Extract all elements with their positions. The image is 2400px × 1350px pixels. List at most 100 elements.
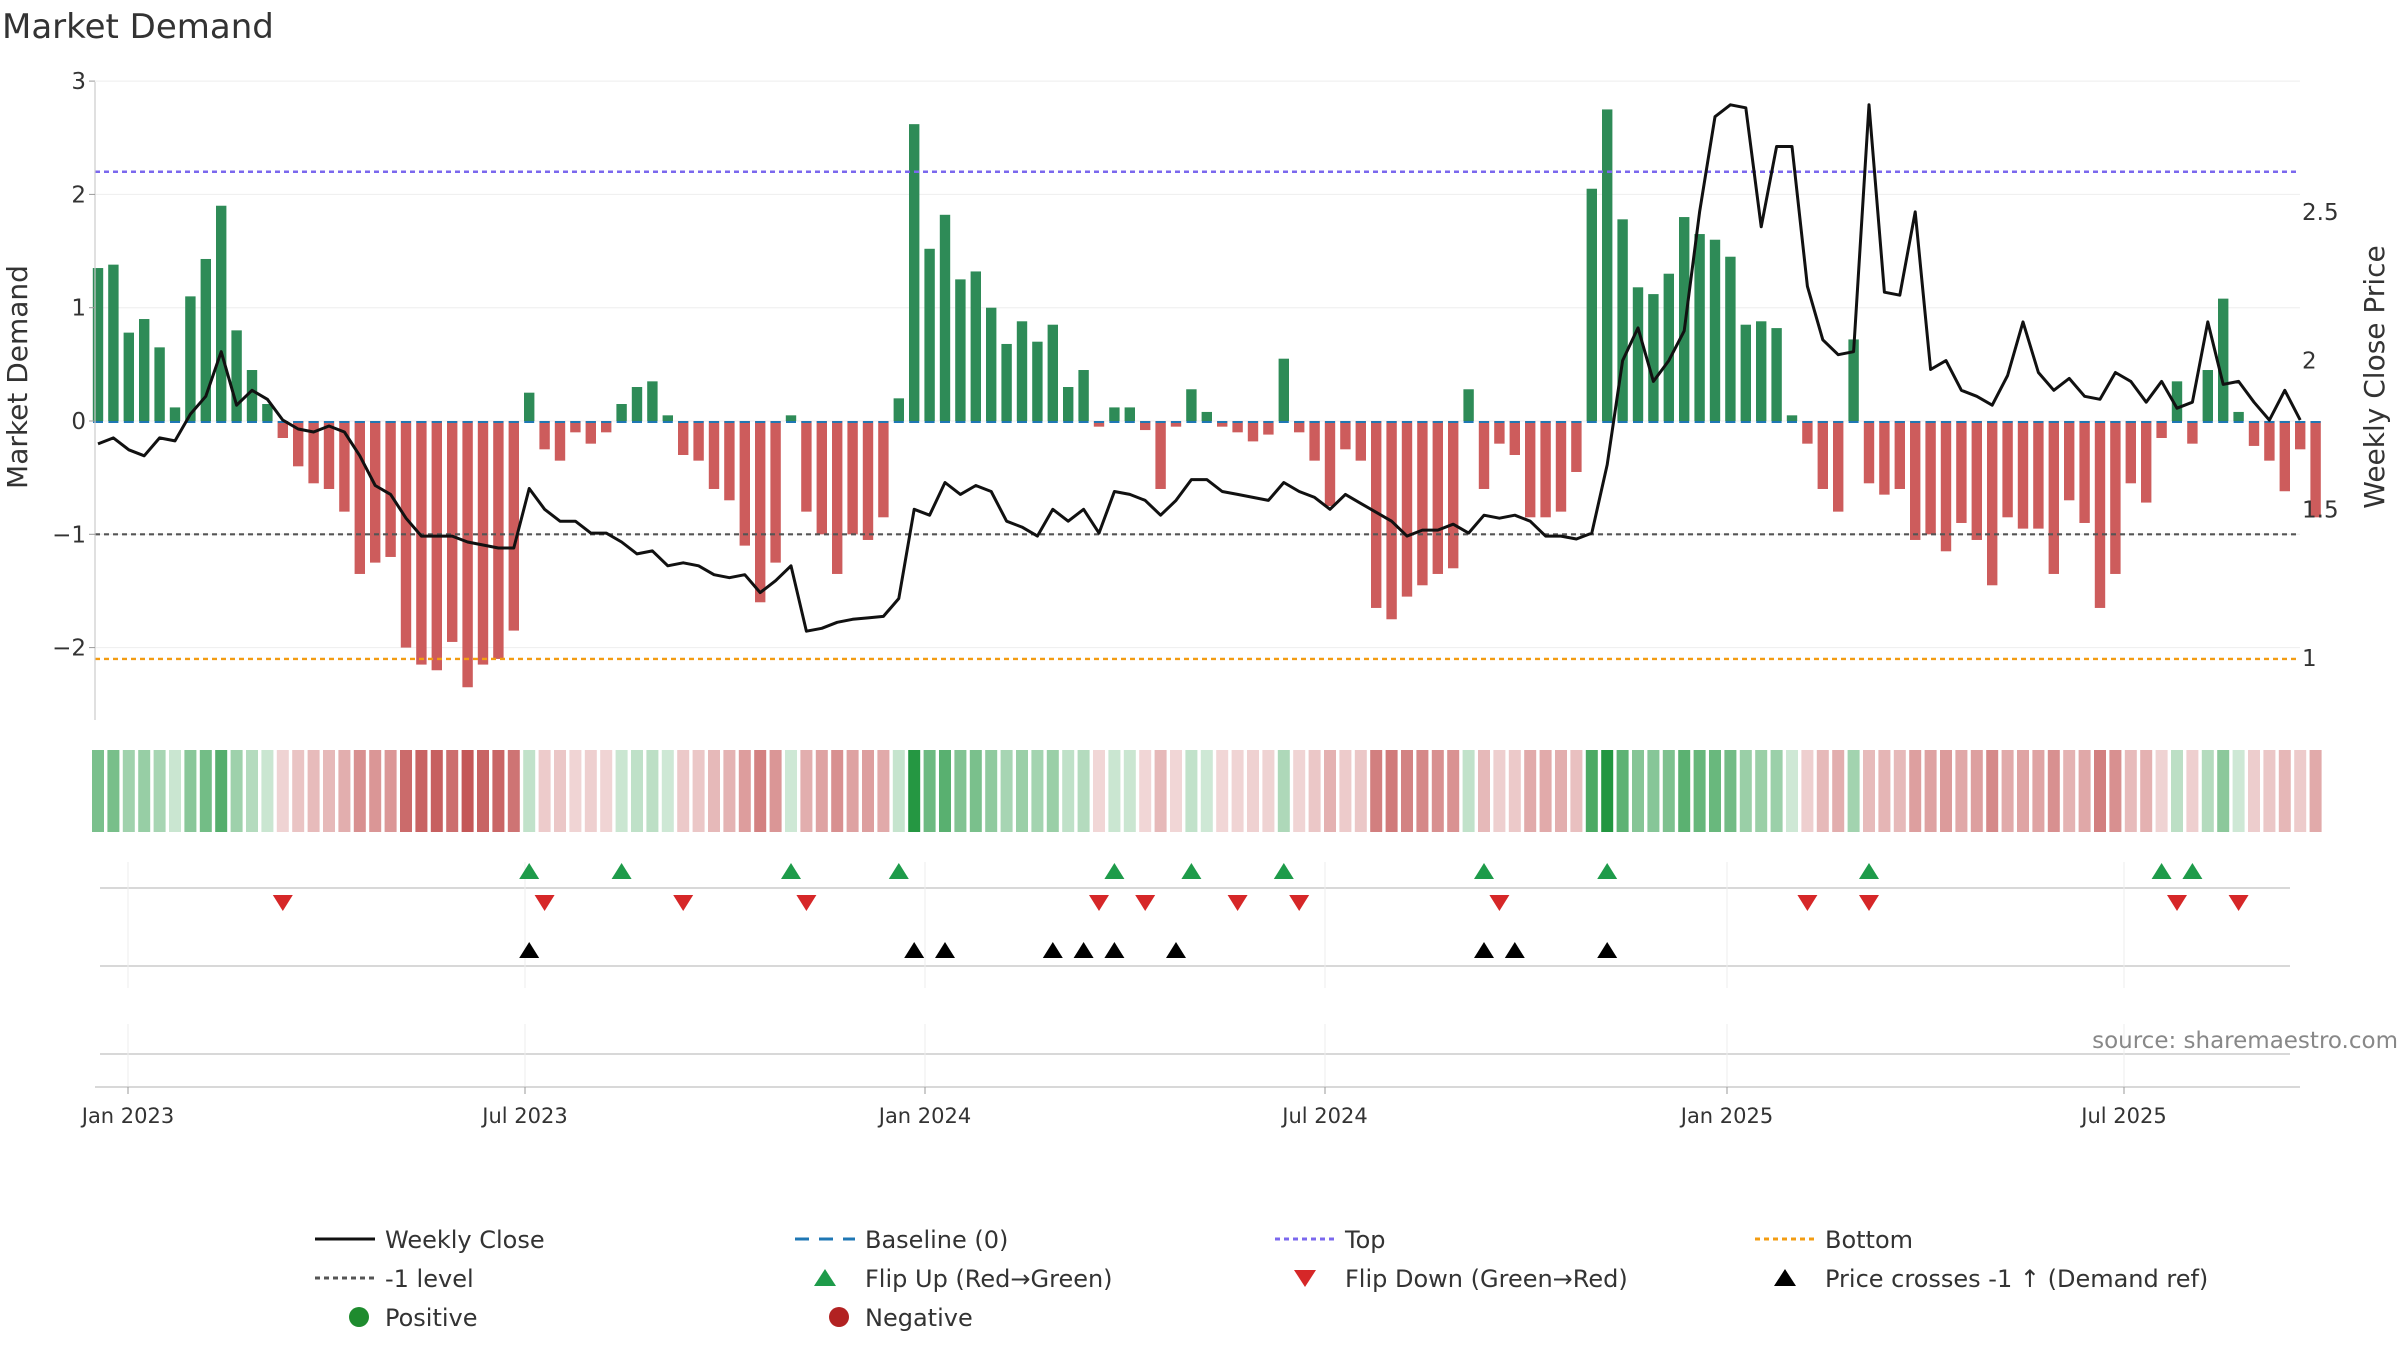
heat-cell	[2017, 750, 2029, 832]
heat-cell	[1016, 750, 1028, 832]
demand-bar	[1278, 358, 1289, 421]
demand-bar	[2110, 421, 2121, 574]
heat-cell	[1786, 750, 1798, 832]
heat-cell	[1662, 750, 1675, 832]
demand-bar	[2017, 421, 2029, 529]
heat-cell	[1493, 750, 1506, 832]
y2-tick-label: 2.5	[2302, 200, 2339, 226]
demand-bar	[1694, 234, 1705, 421]
heat-cell	[1755, 750, 1768, 832]
demand-bar	[770, 421, 781, 563]
heat-cell	[908, 750, 921, 832]
demand-bar	[1340, 421, 1351, 450]
flip-down-marker	[673, 895, 694, 911]
heat-cell	[1570, 750, 1583, 832]
weekly-close-line	[97, 103, 2302, 633]
heat-cell	[1154, 750, 1167, 832]
demand-bar	[1817, 421, 1828, 489]
heat-cell	[1370, 750, 1383, 832]
demand-bar	[647, 381, 658, 421]
y-tick-label: 2	[71, 182, 86, 208]
demand-bar	[169, 407, 181, 421]
heat-cell	[2155, 750, 2168, 832]
heat-cell	[600, 750, 613, 832]
legend-label: Weekly Close	[385, 1226, 545, 1254]
demand-bar	[662, 415, 673, 421]
heat-cell	[2171, 750, 2183, 832]
flip-up-marker	[1859, 863, 1879, 879]
demand-bar	[1863, 421, 1875, 484]
flip-down-marker	[1489, 895, 1510, 911]
demand-bar	[1725, 256, 1736, 421]
heat-cell	[1077, 750, 1090, 832]
demand-bar	[323, 421, 335, 489]
heat-cell	[538, 750, 551, 832]
demand-bar	[1463, 389, 1474, 421]
heat-cell	[1616, 750, 1629, 832]
heat-cell	[831, 750, 844, 832]
heat-cell	[1324, 750, 1336, 832]
heat-cell	[985, 750, 998, 832]
heat-cell	[1062, 750, 1075, 832]
demand-bar	[2125, 421, 2136, 484]
demand-bar	[1894, 421, 1905, 489]
demand-bar	[108, 264, 119, 421]
demand-bar	[2218, 298, 2229, 421]
heat-cell	[1678, 750, 1691, 832]
demand-bar	[862, 421, 874, 540]
flip-up-marker	[611, 863, 632, 879]
heat-cell	[2263, 750, 2276, 832]
heat-cell	[2186, 750, 2199, 832]
flip-up-marker	[1181, 863, 1202, 879]
heat-cell	[661, 750, 674, 832]
demand-bar	[601, 421, 612, 433]
flip-up-marker	[2182, 863, 2203, 879]
heat-cell	[1447, 750, 1460, 832]
heat-cell	[738, 750, 751, 832]
legend-label: Baseline (0)	[865, 1226, 1008, 1254]
event-panels	[100, 862, 2290, 1088]
demand-bar	[878, 421, 889, 518]
demand-bar	[847, 421, 858, 535]
demand-bar	[801, 421, 812, 512]
heat-cell	[954, 750, 967, 832]
demand-bar	[123, 332, 134, 421]
x-tick-label: Jul 2024	[1280, 1104, 1367, 1128]
legend-label: -1 level	[385, 1265, 474, 1293]
heat-cell	[2278, 750, 2291, 832]
legend-label: Top	[1344, 1226, 1386, 1254]
demand-bar	[1140, 421, 1151, 431]
demand-bar	[493, 421, 504, 659]
heat-cell	[2124, 750, 2137, 832]
flip-down-marker	[796, 895, 817, 911]
heat-cell	[323, 750, 335, 832]
heat-cell	[2109, 750, 2122, 832]
demand-bar	[2310, 421, 2321, 518]
heat-cell	[1878, 750, 1891, 832]
reference-lines	[93, 170, 2321, 661]
heat-cell	[446, 750, 459, 832]
demand-bar	[231, 330, 242, 421]
flip-down-marker	[1227, 895, 1248, 911]
demand-bar	[1679, 217, 1690, 421]
heat-cell	[1986, 750, 1999, 832]
demand-bar	[1124, 407, 1135, 421]
demand-bar	[1940, 421, 1952, 552]
x-tick-label: Jul 2025	[2079, 1104, 2166, 1128]
demand-heat-strip	[92, 750, 2322, 832]
heat-cell	[1601, 750, 1614, 832]
heat-cell	[892, 750, 905, 832]
legend-label: Positive	[385, 1304, 478, 1332]
demand-bar	[1494, 421, 1505, 444]
heat-cell	[1139, 750, 1152, 832]
heat-cell	[215, 750, 228, 832]
y-tick-label: 3	[71, 69, 86, 95]
demand-bars	[92, 109, 2321, 688]
demand-bar	[755, 421, 766, 603]
demand-bar	[1509, 421, 1520, 455]
heat-cell	[677, 750, 690, 832]
heat-cell	[2217, 750, 2230, 832]
demand-bar	[2279, 421, 2290, 492]
demand-bar	[2171, 381, 2183, 421]
x-tick-label: Jan 2025	[1679, 1104, 1774, 1128]
